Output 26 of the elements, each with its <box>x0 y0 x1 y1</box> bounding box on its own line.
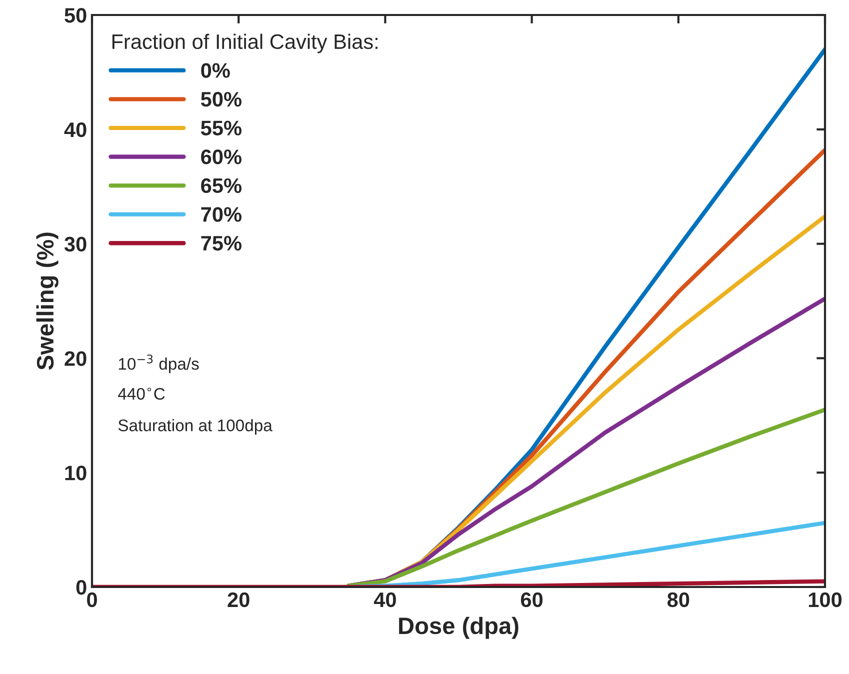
legend-label: 65% <box>201 178 242 194</box>
x-tick-label: 40 <box>374 592 396 608</box>
legend-label: 50% <box>200 92 242 107</box>
x-tick-label: 20 <box>228 592 250 608</box>
annotation: 440$^{∘}$C <box>118 388 165 400</box>
legend-label: 60% <box>201 149 242 164</box>
y-tick-label: 30 <box>64 236 86 252</box>
x-tick-label: 0 <box>87 592 97 608</box>
line-series <box>346 408 825 587</box>
legend-title: Fraction of Initial Cavity Bias: <box>112 34 378 54</box>
y-tick-label: 0 <box>76 580 86 595</box>
x-tick-label: 80 <box>667 592 690 608</box>
x-axis-title: Dose (dpa) <box>399 616 518 639</box>
x-tick-label: 100 <box>808 592 842 608</box>
annotation: Saturation at 100dpa <box>118 419 272 435</box>
y-tick-label: 40 <box>64 122 86 138</box>
x-tick-label: 60 <box>520 592 543 608</box>
y-tick-label: 10 <box>65 466 86 480</box>
legend-label: 0% <box>201 63 230 78</box>
annotation: 10$^{−3}$ dpa/s <box>118 354 199 374</box>
y-tick-label: 50 <box>64 8 86 23</box>
legend-label: 55% <box>200 120 242 136</box>
legend-label: 70% <box>201 207 242 222</box>
legend-label: 75% <box>201 236 242 251</box>
y-tick-label: 20 <box>64 351 86 366</box>
y-axis-title: Swelling (%) <box>36 232 58 370</box>
